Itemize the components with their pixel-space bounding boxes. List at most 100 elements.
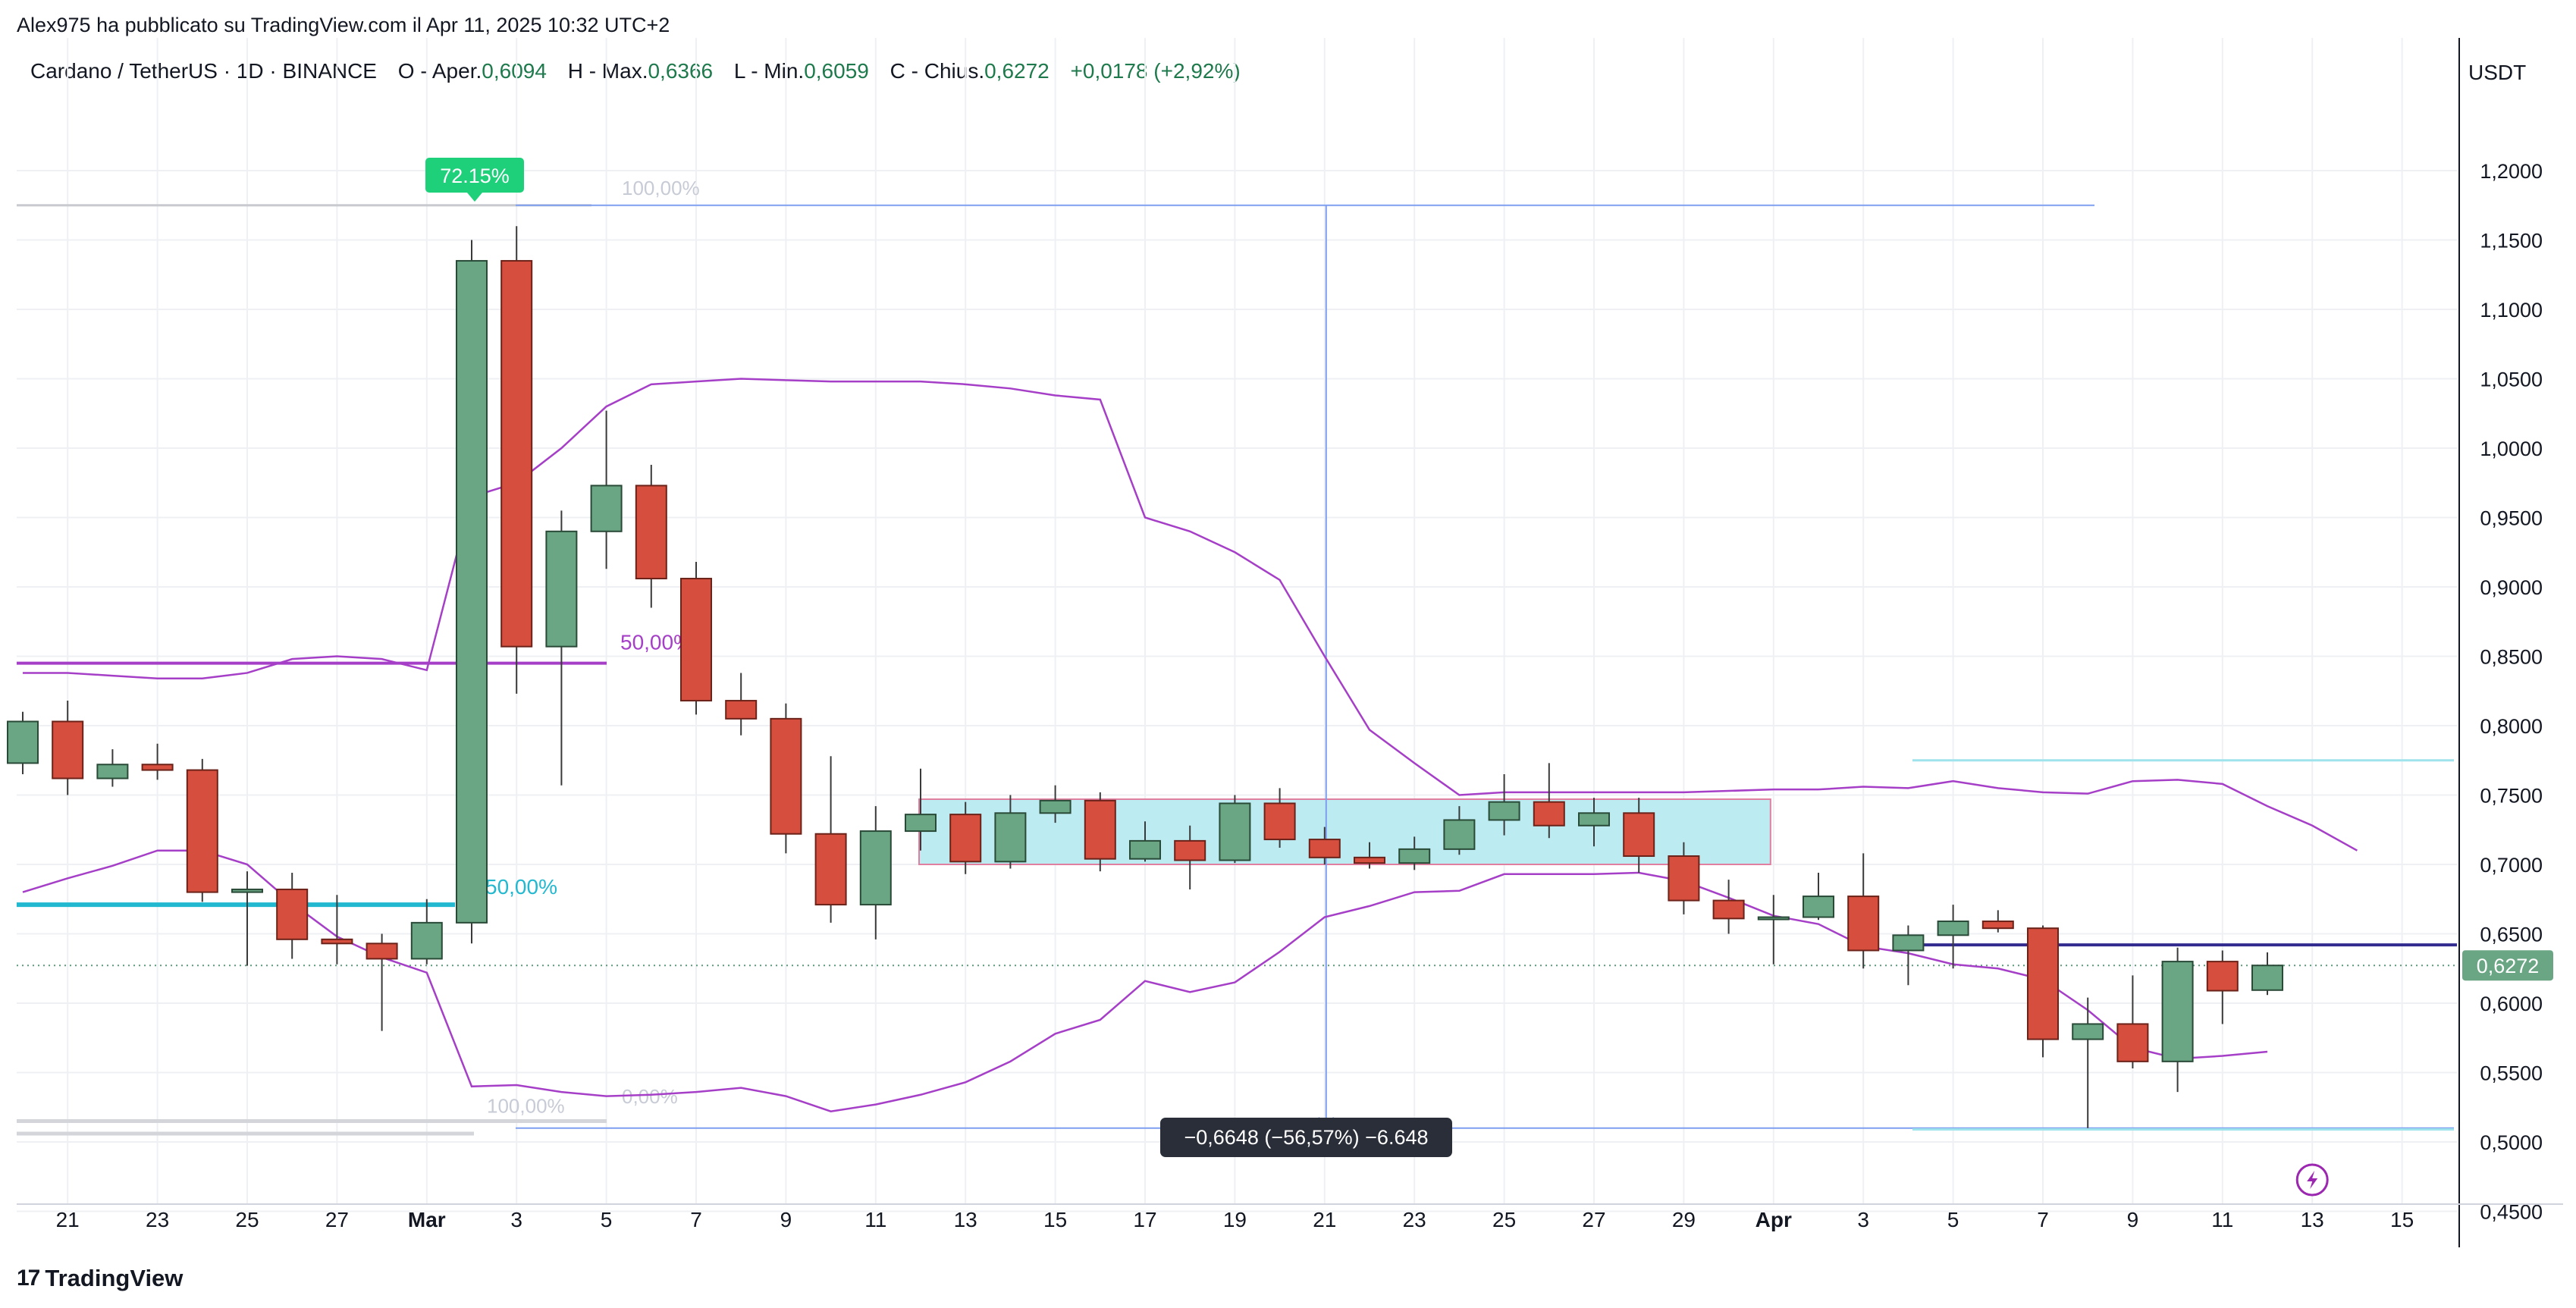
time-tick-label: 9	[2127, 1208, 2139, 1231]
candle-body-down	[2206, 961, 2239, 992]
open-value: 0,6094	[482, 59, 547, 83]
candle-body-down	[1174, 839, 1206, 861]
candle	[141, 743, 174, 780]
candle	[725, 673, 758, 736]
time-tick-label: 21	[1313, 1208, 1336, 1231]
candle	[321, 895, 353, 965]
last-price-label: 0,6272	[2477, 955, 2540, 977]
time-tick-label: 13	[2301, 1208, 2324, 1231]
candle	[1803, 872, 1834, 921]
candle-body-up	[1129, 839, 1161, 860]
tradingview-logo[interactable]: 17 TradingView	[17, 1265, 183, 1292]
time-tick-label: 13	[954, 1208, 977, 1231]
candle	[680, 562, 712, 715]
candle	[2206, 950, 2239, 1024]
low-value: 0,6059	[804, 59, 869, 83]
candle-body-down	[1981, 921, 2014, 930]
candle	[905, 768, 937, 851]
change-value: +0,0178 (+2,92%)	[1070, 59, 1241, 83]
time-tick-label: 11	[864, 1208, 886, 1231]
candle	[2251, 952, 2283, 996]
drawing-overlays-front: 72.15% −0,6648 (−56,57%) −6.648 0,6272	[425, 158, 2553, 1197]
candle	[1847, 853, 1880, 969]
candle	[456, 240, 488, 944]
time-tick-label: 3	[510, 1208, 522, 1231]
candle-body-up	[905, 814, 937, 833]
candle	[859, 806, 892, 939]
candle	[1174, 825, 1206, 889]
candles	[7, 226, 2283, 1128]
candle-body-up	[2072, 1023, 2104, 1040]
candle	[1668, 842, 1700, 914]
price-tick-label: 1,0500	[2480, 369, 2543, 391]
time-tick-label: Mar	[408, 1208, 446, 1231]
candle	[366, 933, 398, 1031]
candle	[52, 701, 84, 795]
candle	[500, 226, 533, 694]
candle-body-up	[7, 720, 39, 764]
candle	[1757, 895, 1790, 965]
time-tick-label: 15	[2390, 1208, 2414, 1231]
candle-body-up	[1398, 848, 1431, 864]
candle	[2161, 947, 2194, 1093]
measure-label-box	[1160, 1118, 1452, 1157]
candle-body-down	[949, 814, 982, 863]
fib-100-top-label: 100,00%	[622, 177, 700, 199]
candle	[770, 703, 802, 854]
candle-body-up	[1488, 801, 1520, 821]
fib-50-cyan-label: 50,00%	[485, 875, 557, 899]
time-tick-label: 5	[601, 1208, 613, 1231]
candle	[96, 749, 129, 787]
open-label: O - Aper.	[397, 59, 482, 83]
candle	[1219, 795, 1251, 864]
candle-body-down	[1712, 899, 1745, 920]
time-tick-label: 27	[1582, 1208, 1605, 1231]
candle-body-up	[994, 812, 1027, 863]
candle-body-down	[2116, 1023, 2149, 1062]
price-tick-label: 1,0000	[2480, 438, 2543, 460]
bollinger-upper	[23, 378, 2358, 852]
candle	[1488, 774, 1520, 836]
measure-label: −0,6648 (−56,57%) −6.648	[1184, 1126, 1428, 1149]
candle	[1039, 785, 1072, 823]
candle	[410, 899, 443, 965]
close-label: C - Chius.	[890, 59, 985, 83]
top-percent-badge	[425, 158, 524, 193]
time-tick-label: 5	[1947, 1208, 1959, 1231]
time-tick-label: 11	[2211, 1208, 2233, 1231]
candle	[186, 758, 218, 902]
time-tick-label: 29	[1672, 1208, 1696, 1231]
price-tick-label: 0,9500	[2480, 507, 2543, 530]
candle	[1623, 798, 1655, 873]
candle-body-up	[1803, 896, 1834, 918]
price-tick-label: 0,9000	[2480, 576, 2543, 599]
top-percent-label: 72.15%	[440, 165, 510, 187]
candle	[1937, 905, 1969, 969]
time-tick-label: 17	[1133, 1208, 1156, 1231]
symbol-name[interactable]: Cardano / TetherUS · 1D · BINANCE	[30, 59, 377, 83]
tradingview-logo-icon: 17	[17, 1266, 40, 1291]
candle-body-down	[1533, 801, 1565, 827]
currency-button[interactable]: USDT	[2468, 61, 2527, 84]
fib-100-bottom-label: 100,00%	[487, 1095, 565, 1118]
price-tick-label: 0,7500	[2480, 785, 2543, 808]
time-tick-label: 25	[235, 1208, 259, 1231]
candle-body-down	[321, 938, 353, 945]
time-tick-label: 9	[780, 1208, 792, 1231]
candle	[1443, 806, 1476, 855]
candle-body-up	[456, 259, 488, 924]
candle	[635, 464, 667, 608]
candle-body-down	[635, 485, 667, 580]
price-tick-label: 0,5500	[2480, 1062, 2543, 1085]
brand-name: TradingView	[45, 1265, 184, 1291]
candle-body-up	[96, 764, 129, 779]
candle	[2072, 997, 2104, 1128]
candle-body-up	[590, 485, 623, 532]
candle-body-down	[2027, 927, 2059, 1040]
axes: 1,2000 1,1500 1,1000 1,0500 1,0000 0,9500 0,90…	[17, 38, 2563, 1247]
candle-body-up	[1578, 812, 1610, 827]
candle	[2027, 925, 2059, 1058]
price-tick-label: 0,7000	[2480, 854, 2543, 877]
candle	[1354, 842, 1385, 869]
